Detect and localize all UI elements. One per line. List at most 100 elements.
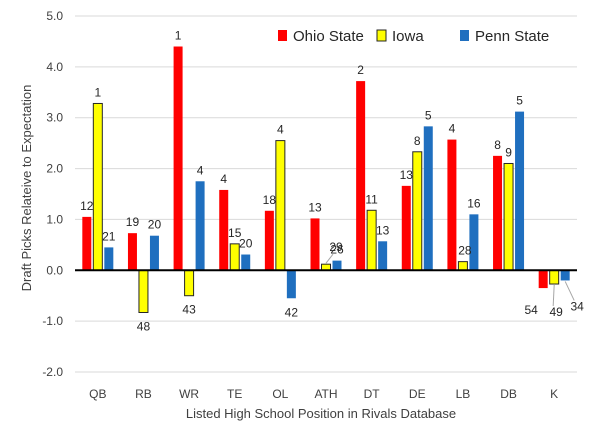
x-tick-label-de: DE <box>409 387 426 401</box>
data-label-ohio-state-rb: 19 <box>126 215 140 229</box>
bar-ohio-state-ath <box>310 218 320 271</box>
bar-iowa-lb <box>457 261 468 271</box>
data-label-ohio-state-dt: 2 <box>357 63 364 77</box>
bar-ohio-state-lb <box>447 139 457 271</box>
data-label-penn-state-wr: 4 <box>197 163 204 177</box>
data-label-ohio-state-qb: 12 <box>80 199 94 213</box>
bar-iowa-rb <box>138 269 149 313</box>
legend-label-ohio-state: Ohio State <box>293 28 364 45</box>
data-label-penn-state-k: 34 <box>571 299 585 313</box>
y-tick-label: 1.0 <box>46 212 63 226</box>
legend-swatch-penn-state <box>460 30 469 41</box>
y-tick-label: 4.0 <box>46 60 63 74</box>
x-tick-label-dt: DT <box>364 387 381 401</box>
bar-penn-state-rb <box>149 235 159 271</box>
x-tick-label-qb: QB <box>89 387 106 401</box>
bar-iowa-ol <box>275 140 286 271</box>
y-tick-label: 0.0 <box>46 263 63 277</box>
bar-ohio-state-qb <box>82 216 92 271</box>
data-label-iowa-db: 9 <box>505 145 512 159</box>
bar-iowa-qb <box>92 102 103 271</box>
bar-penn-state-wr <box>195 181 205 271</box>
x-axis-title: Listed High School Position in Rivals Da… <box>186 406 456 421</box>
y-tick-label: -2.0 <box>42 365 63 379</box>
bar-iowa-dt <box>366 209 377 271</box>
data-label-ohio-state-de: 13 <box>400 168 414 182</box>
x-axis-tick-labels: QB RB WR TE OL ATH DT DE LB DB K <box>89 387 558 401</box>
bar-penn-state-lb <box>469 214 479 271</box>
legend: Ohio State Iowa Penn State <box>278 28 549 45</box>
data-label-penn-state-dt: 13 <box>376 223 390 237</box>
x-tick-label-lb: LB <box>456 387 471 401</box>
data-label-penn-state-db: 5 <box>516 94 523 108</box>
bar-ohio-state-dt <box>356 81 366 271</box>
bar-iowa-db <box>503 162 514 271</box>
x-tick-label-te: TE <box>227 387 242 401</box>
data-label-penn-state-lb: 16 <box>467 196 481 210</box>
x-tick-label-rb: RB <box>135 387 152 401</box>
x-tick-label-ath: ATH <box>314 387 337 401</box>
bar-iowa-te <box>229 243 240 271</box>
legend-label-iowa: Iowa <box>392 28 424 45</box>
bar-ohio-state-rb <box>127 233 137 271</box>
data-label-penn-state-ath: 26 <box>330 243 344 257</box>
bar-ohio-state-db <box>493 155 503 271</box>
x-tick-label-db: DB <box>500 387 517 401</box>
x-tick-label-wr: WR <box>179 387 199 401</box>
data-label-penn-state-rb: 20 <box>148 218 162 232</box>
y-tick-label: 5.0 <box>46 9 63 23</box>
bar-ohio-state-de <box>401 185 411 271</box>
bar-iowa-wr <box>184 269 195 297</box>
data-label-penn-state-ol: 42 <box>285 305 299 319</box>
bar-iowa-de <box>412 151 423 271</box>
bar-penn-state-te <box>241 254 251 271</box>
x-tick-label-k: K <box>550 387 558 401</box>
bar-ohio-state-te <box>219 189 229 271</box>
y-axis-title: Draft Picks Relateive to Expectation <box>19 85 34 292</box>
bar-ohio-state-ol <box>264 210 274 271</box>
bar-penn-state-qb <box>104 247 114 271</box>
bar-penn-state-de <box>423 126 433 271</box>
data-label-iowa-ath: 29 <box>329 240 343 254</box>
legend-swatch-iowa <box>376 29 387 42</box>
data-label-penn-state-qb: 21 <box>102 229 116 243</box>
data-label-ohio-state-ol: 18 <box>263 193 277 207</box>
bars <box>82 46 570 313</box>
data-label-ohio-state-wr: 1 <box>175 29 182 43</box>
gridlines <box>75 15 577 373</box>
bar-iowa-k <box>549 269 560 285</box>
data-label-ohio-state-ath: 13 <box>308 200 322 214</box>
label-leader-line <box>552 284 555 307</box>
legend-swatch-ohio-state <box>278 30 287 41</box>
data-label-penn-state-te: 20 <box>239 237 253 251</box>
data-label-iowa-te: 15 <box>228 226 242 240</box>
bar-penn-state-ol <box>286 270 296 299</box>
legend-label-penn-state: Penn State <box>475 28 549 45</box>
data-labels: 1212119482014344152018442132926211131385… <box>80 29 584 334</box>
bar-penn-state-ath <box>332 260 342 271</box>
data-label-iowa-wr: 43 <box>182 303 196 317</box>
bar-penn-state-dt <box>378 241 388 271</box>
bar-penn-state-db <box>515 111 525 271</box>
y-axis-tick-labels: -2.0 -1.0 0.0 1.0 2.0 3.0 4.0 5.0 <box>42 9 63 379</box>
data-label-ohio-state-lb: 4 <box>449 122 456 136</box>
y-tick-label: -1.0 <box>42 314 63 328</box>
data-label-iowa-dt: 11 <box>365 192 378 206</box>
y-tick-label: 2.0 <box>46 162 63 176</box>
bar-ohio-state-wr <box>173 46 183 271</box>
bar-ohio-state-k <box>538 270 548 289</box>
y-tick-label: 3.0 <box>46 111 63 125</box>
data-label-iowa-k: 49 <box>550 305 564 319</box>
data-label-iowa-rb: 48 <box>137 319 151 333</box>
bar-penn-state-k <box>560 270 570 281</box>
label-leader-line <box>564 281 575 301</box>
label-leader-line <box>325 253 334 264</box>
x-tick-label-ol: OL <box>272 387 288 401</box>
data-label-iowa-lb: 28 <box>458 244 472 258</box>
data-label-ohio-state-k: 54 <box>525 303 539 317</box>
data-label-ohio-state-te: 4 <box>220 172 227 186</box>
data-label-penn-state-de: 5 <box>425 108 432 122</box>
data-label-iowa-ol: 4 <box>277 123 284 137</box>
data-label-iowa-qb: 1 <box>94 85 101 99</box>
